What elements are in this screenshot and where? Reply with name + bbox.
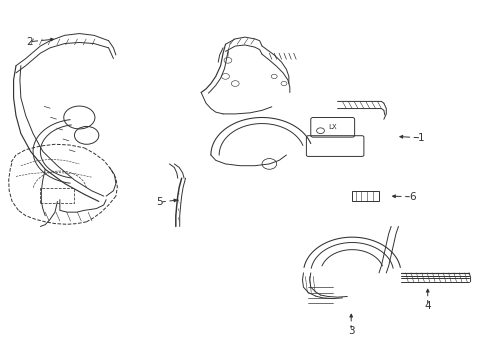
Text: 5: 5: [156, 197, 163, 207]
Text: 4: 4: [424, 301, 431, 311]
Bar: [352, 192, 379, 202]
Bar: [40, 188, 74, 203]
Text: 2: 2: [26, 37, 32, 47]
Text: 3: 3: [348, 326, 355, 336]
Text: LX: LX: [328, 125, 337, 130]
Text: 1: 1: [418, 133, 425, 143]
Text: 6: 6: [409, 192, 416, 202]
